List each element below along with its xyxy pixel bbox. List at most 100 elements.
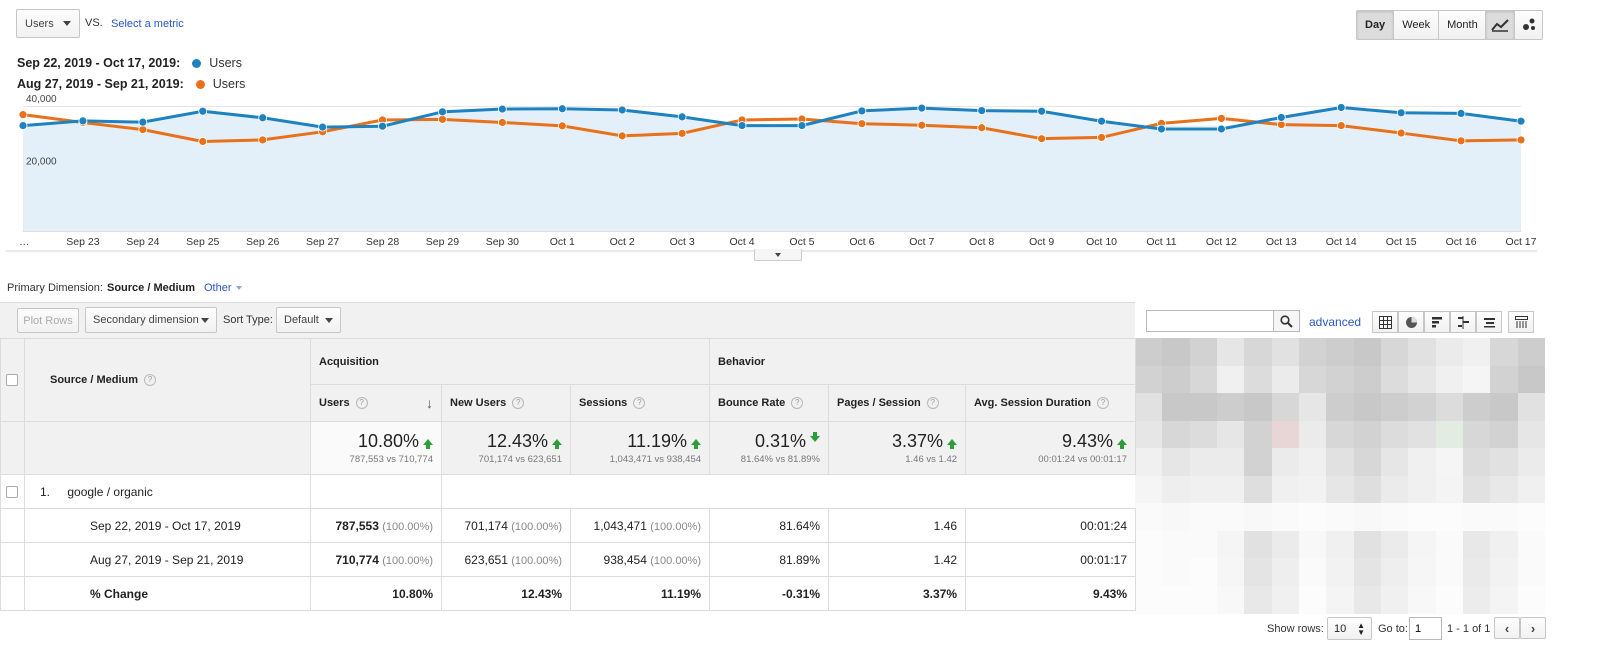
data-point[interactable] — [378, 121, 387, 131]
data-point[interactable] — [18, 110, 28, 120]
data-point[interactable] — [1516, 116, 1526, 126]
data-point[interactable] — [138, 125, 148, 135]
data-point[interactable] — [737, 121, 747, 130]
data-point[interactable] — [318, 122, 328, 132]
data-point[interactable] — [1516, 135, 1526, 145]
data-point[interactable] — [1217, 114, 1226, 123]
avg-session-duration-header[interactable]: Avg. Session Duration? — [965, 384, 1137, 422]
data-point[interactable] — [557, 121, 567, 131]
data-point[interactable] — [138, 117, 148, 127]
cell-new-users-pct: (100.00%) — [511, 554, 562, 567]
pages-session-header[interactable]: Pages / Session? — [828, 384, 967, 422]
row-source-link[interactable]: google / organic — [67, 484, 153, 499]
row-date-range-previous: Aug 27, 2019 - Sep 21, 2019 — [24, 542, 311, 577]
source-medium-header[interactable]: Source / Medium? — [24, 338, 311, 422]
granularity-day[interactable]: Day — [1357, 11, 1394, 39]
row-checkbox[interactable] — [6, 486, 18, 499]
prev-page-button[interactable]: ‹ — [1494, 617, 1520, 639]
data-point[interactable] — [1336, 103, 1346, 112]
view-term-cloud-button[interactable] — [1476, 311, 1502, 333]
pixel-block — [1353, 475, 1382, 504]
help-icon[interactable]: ? — [926, 397, 939, 410]
bounce-rate-header[interactable]: Bounce Rate? — [709, 384, 830, 422]
secondary-dimension-dropdown[interactable]: Secondary dimension — [85, 307, 217, 333]
arrow-down-icon — [810, 432, 821, 443]
dimension-other[interactable]: Other — [204, 282, 242, 294]
data-point[interactable] — [917, 103, 927, 113]
pixel-block — [1271, 365, 1300, 394]
data-point[interactable] — [677, 112, 687, 122]
line-chart-button[interactable] — [1486, 11, 1514, 39]
view-pivot-button[interactable] — [1508, 311, 1534, 333]
motion-chart-button[interactable] — [1514, 11, 1542, 39]
pixel-block — [1326, 503, 1355, 531]
help-icon[interactable]: ? — [144, 374, 157, 387]
data-point[interactable] — [857, 106, 867, 116]
data-point[interactable] — [617, 131, 627, 141]
data-point[interactable] — [78, 116, 88, 126]
data-point[interactable] — [1456, 109, 1466, 118]
data-point[interactable] — [1217, 124, 1226, 134]
data-point[interactable] — [857, 119, 867, 129]
data-point[interactable] — [1276, 113, 1286, 122]
users-header[interactable]: Users? ↓ — [310, 384, 442, 422]
data-point[interactable] — [1037, 134, 1047, 144]
data-point[interactable] — [1456, 136, 1466, 146]
pixel-block — [1271, 338, 1300, 366]
help-icon[interactable]: ? — [1096, 397, 1109, 410]
data-point[interactable] — [1097, 116, 1106, 126]
data-point[interactable] — [497, 118, 507, 127]
view-comparison-button[interactable] — [1450, 311, 1476, 333]
data-point[interactable] — [617, 105, 627, 115]
help-icon[interactable]: ? — [512, 397, 525, 410]
data-point[interactable] — [677, 128, 687, 138]
data-point[interactable] — [198, 137, 208, 146]
data-point[interactable] — [18, 121, 28, 130]
granularity-week[interactable]: Week — [1393, 11, 1439, 39]
data-point[interactable] — [1396, 128, 1406, 138]
table-search-input[interactable] — [1146, 310, 1274, 332]
pixel-block — [1189, 475, 1218, 504]
show-rows-select[interactable]: 10 ▲ ▼ — [1327, 617, 1372, 640]
dimension-source-medium[interactable]: Source / Medium — [107, 282, 196, 294]
plot-rows-button[interactable]: Plot Rows — [17, 308, 79, 333]
cell-users-pct: (100.00%) — [382, 554, 433, 567]
advanced-link[interactable]: advanced — [1309, 315, 1362, 329]
data-point[interactable] — [258, 113, 268, 123]
data-point[interactable] — [917, 120, 927, 130]
data-point[interactable] — [557, 104, 567, 114]
data-point[interactable] — [497, 104, 507, 114]
search-button[interactable] — [1273, 310, 1300, 332]
sort-type-label: Sort Type: — [223, 314, 273, 326]
data-point[interactable] — [1097, 133, 1106, 142]
help-icon[interactable]: ? — [355, 397, 368, 410]
data-point[interactable] — [198, 106, 208, 116]
sessions-header[interactable]: Sessions? — [569, 384, 711, 422]
data-point[interactable] — [258, 135, 268, 145]
view-performance-button[interactable] — [1424, 311, 1450, 333]
data-point[interactable] — [438, 107, 447, 117]
data-point[interactable] — [977, 123, 987, 133]
help-icon[interactable]: ? — [791, 397, 804, 410]
help-icon[interactable]: ? — [633, 397, 646, 410]
granularity-month[interactable]: Month — [1438, 11, 1486, 39]
data-point[interactable] — [977, 106, 987, 116]
metric-dropdown[interactable]: Users — [16, 9, 80, 38]
data-point[interactable] — [438, 114, 447, 124]
data-point[interactable] — [1336, 121, 1346, 130]
view-table-button[interactable] — [1372, 311, 1398, 333]
new-users-header[interactable]: New Users? — [441, 384, 571, 422]
next-page-button[interactable]: › — [1520, 617, 1546, 639]
data-point[interactable] — [1396, 108, 1406, 118]
chart-collapse-handle[interactable] — [754, 249, 802, 261]
sort-type-dropdown[interactable]: Default — [276, 307, 341, 333]
data-point[interactable] — [1037, 106, 1047, 116]
x-tick-label: Sep 25 — [186, 236, 219, 248]
view-pie-button[interactable] — [1398, 311, 1424, 333]
select-all-checkbox[interactable] — [6, 374, 18, 387]
data-point[interactable] — [1157, 124, 1166, 134]
pixel-block — [1408, 365, 1437, 394]
goto-input[interactable] — [1409, 617, 1442, 640]
select-metric-link[interactable]: Select a metric — [111, 18, 184, 30]
data-point[interactable] — [797, 121, 807, 130]
